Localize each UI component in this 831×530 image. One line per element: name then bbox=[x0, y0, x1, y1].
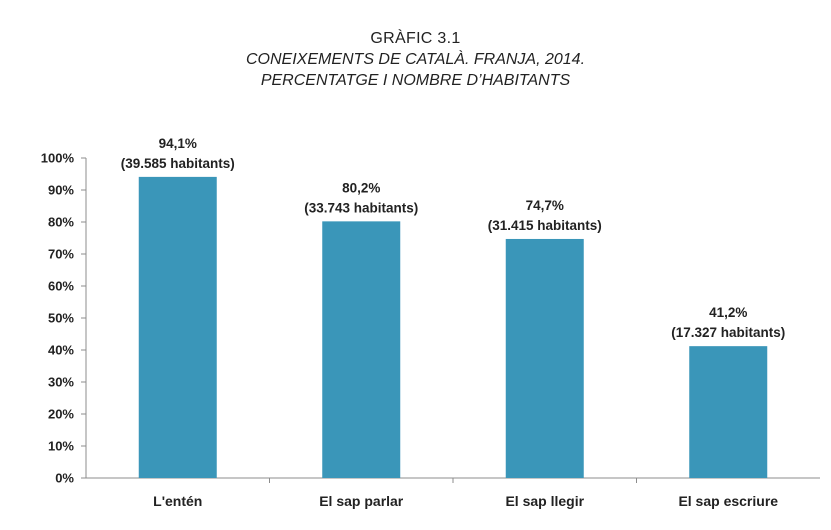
y-tick-label: 100% bbox=[41, 151, 75, 166]
bar-value-label: 80,2% bbox=[342, 180, 380, 195]
x-category-label: El sap parlar bbox=[319, 493, 404, 509]
chart-title: GRÀFIC 3.1 bbox=[370, 30, 461, 47]
y-tick-label: 30% bbox=[48, 375, 74, 390]
bar-value-label: 41,2% bbox=[709, 305, 747, 320]
bar-value-label: 74,7% bbox=[526, 198, 564, 213]
y-tick-label: 80% bbox=[48, 215, 74, 230]
chart-subtitle-line-2: PERCENTATGE I NOMBRE D’HABITANTS bbox=[260, 72, 571, 89]
chart-subtitle-line-1: CONEIXEMENTS DE CATALÀ. FRANJA, 2014. bbox=[245, 51, 586, 68]
y-tick-label: 70% bbox=[48, 247, 74, 262]
y-tick-label: 20% bbox=[48, 407, 74, 422]
y-tick-label: 40% bbox=[48, 343, 74, 358]
bar-count-label: (39.585 habitants) bbox=[121, 156, 235, 171]
bar-value-label: 94,1% bbox=[159, 136, 197, 151]
bar-4 bbox=[689, 346, 768, 478]
chart-titles: GRÀFIC 3.1 CONEIXEMENTS DE CATALÀ. FRANJ… bbox=[0, 28, 831, 91]
bar-count-label: (33.743 habitants) bbox=[304, 200, 418, 215]
y-tick-label: 10% bbox=[48, 439, 74, 454]
bar-count-label: (31.415 habitants) bbox=[488, 218, 602, 233]
y-tick-label: 0% bbox=[55, 471, 74, 486]
x-category-label: L'entén bbox=[153, 493, 202, 509]
y-tick-label: 60% bbox=[48, 279, 74, 294]
bar-count-label: (17.327 habitants) bbox=[671, 325, 785, 340]
y-tick-label: 90% bbox=[48, 183, 74, 198]
bar-3 bbox=[505, 238, 584, 478]
x-category-label: El sap escriure bbox=[678, 493, 778, 509]
x-category-label: El sap llegir bbox=[505, 493, 584, 509]
bar-2 bbox=[322, 221, 401, 479]
y-tick-label: 50% bbox=[48, 311, 74, 326]
bar-1 bbox=[138, 176, 217, 478]
